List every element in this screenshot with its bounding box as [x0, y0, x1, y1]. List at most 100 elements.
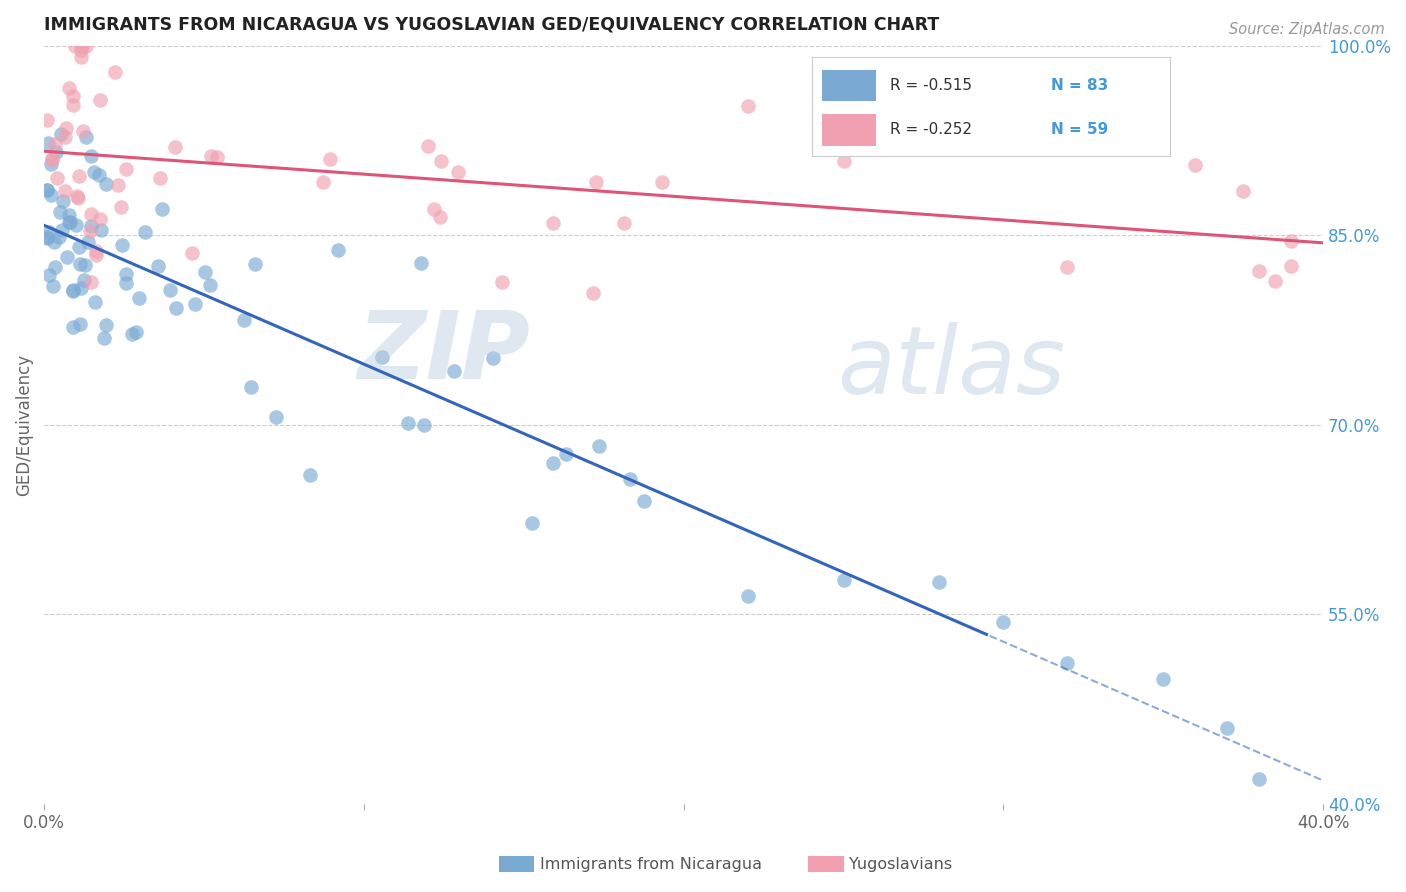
Point: [443, 364, 465, 378]
Point: [80, 219, 103, 233]
Point: [371, 350, 394, 364]
Point: [198, 277, 221, 292]
Point: [110, 200, 132, 214]
Point: [651, 175, 673, 189]
Point: [45, 145, 67, 160]
Point: [58, 208, 80, 222]
Point: [1232, 185, 1254, 199]
Point: [413, 417, 436, 432]
Point: [409, 256, 432, 270]
Point: [232, 312, 254, 326]
Point: [58, 81, 80, 95]
Point: [37, 182, 59, 196]
Point: [993, 615, 1015, 630]
Point: [41, 152, 63, 166]
Point: [114, 267, 136, 281]
Point: [633, 494, 655, 508]
Point: [588, 439, 610, 453]
Point: [38, 268, 60, 282]
Point: [418, 138, 440, 153]
Point: [582, 285, 605, 300]
Point: [93, 331, 115, 345]
Y-axis label: GED/Equivalency: GED/Equivalency: [15, 354, 32, 496]
Point: [39, 188, 62, 202]
Point: [37, 231, 59, 245]
Point: [80, 207, 103, 221]
Point: [84, 295, 107, 310]
Point: [121, 326, 143, 341]
Point: [56, 250, 79, 264]
Point: [326, 244, 349, 258]
Point: [62, 98, 84, 112]
Point: [94, 178, 117, 192]
Point: [41, 152, 63, 166]
Point: [128, 291, 150, 305]
Point: [200, 148, 222, 162]
Point: [832, 573, 855, 587]
Point: [62, 284, 84, 298]
Point: [37, 182, 59, 196]
Point: [555, 447, 578, 461]
Point: [207, 150, 229, 164]
Point: [51, 128, 73, 142]
Point: [49, 205, 72, 219]
Point: [1056, 260, 1078, 275]
Point: [1264, 274, 1286, 288]
Text: Source: ZipAtlas.com: Source: ZipAtlas.com: [1229, 22, 1385, 37]
Point: [148, 259, 170, 273]
Point: [75, 130, 97, 145]
Point: [114, 161, 136, 176]
Point: [62, 319, 84, 334]
Point: [58, 215, 80, 229]
Point: [44, 260, 66, 274]
Point: [1279, 259, 1302, 273]
Point: [76, 235, 98, 249]
Point: [541, 456, 564, 470]
Point: [107, 178, 129, 192]
Point: [447, 165, 470, 179]
Point: [94, 318, 117, 333]
Point: [239, 380, 262, 394]
Point: [1216, 722, 1239, 736]
Point: [62, 283, 84, 297]
Point: [70, 281, 93, 295]
Point: [429, 210, 451, 224]
Point: [522, 516, 544, 530]
Point: [67, 240, 90, 254]
Point: [44, 136, 66, 151]
Point: [66, 191, 89, 205]
Point: [72, 123, 94, 137]
Point: [1056, 657, 1078, 671]
Point: [613, 216, 636, 230]
Point: [37, 113, 59, 128]
Point: [319, 153, 342, 167]
Point: [65, 219, 87, 233]
Point: [69, 43, 91, 57]
Point: [194, 265, 217, 279]
Point: [69, 317, 91, 331]
Point: [48, 230, 70, 244]
Point: [79, 223, 101, 237]
Point: [134, 225, 156, 239]
Point: [165, 301, 187, 316]
Point: [37, 136, 59, 151]
Point: [42, 235, 65, 249]
Point: [482, 351, 505, 365]
Text: ZIP: ZIP: [357, 307, 530, 399]
Point: [37, 229, 59, 244]
Point: [491, 275, 513, 289]
Point: [396, 416, 419, 430]
Point: [63, 38, 86, 53]
Point: [184, 297, 207, 311]
Point: [163, 139, 186, 153]
Point: [180, 245, 202, 260]
Point: [585, 175, 607, 189]
Point: [1279, 234, 1302, 248]
Point: [125, 325, 148, 339]
Point: [79, 275, 101, 289]
Text: Yugoslavians: Yugoslavians: [849, 857, 952, 871]
Point: [52, 194, 75, 208]
Point: [737, 589, 759, 603]
Point: [298, 468, 321, 483]
Point: [73, 273, 96, 287]
